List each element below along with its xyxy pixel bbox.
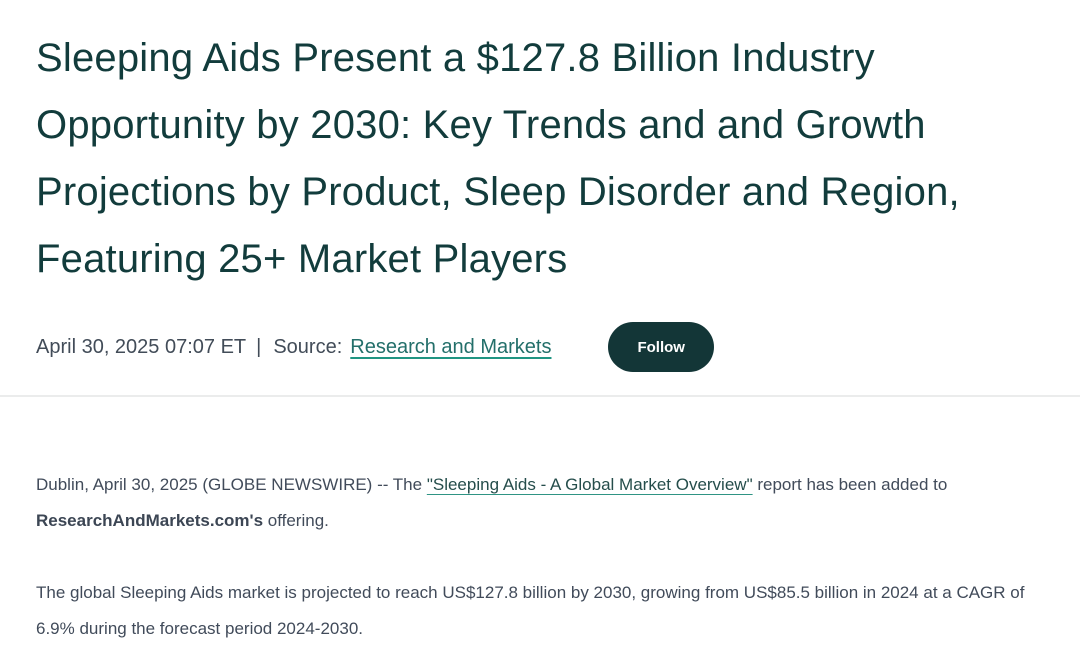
section-divider xyxy=(0,395,1080,397)
headline: Sleeping Aids Present a $127.8 Billion I… xyxy=(36,36,960,281)
paragraph-dateline: Dublin, April 30, 2025 (GLOBE NEWSWIRE) … xyxy=(36,467,1036,539)
source-link[interactable]: Research and Markets xyxy=(350,335,552,358)
follow-button[interactable]: Follow xyxy=(608,322,714,372)
report-link[interactable]: "Sleeping Aids - A Global Market Overvie… xyxy=(426,475,753,494)
paragraph-text: offering. xyxy=(263,511,329,530)
researchandmarkets-name: ResearchAndMarkets.com's xyxy=(36,511,264,530)
meta-row: April 30, 2025 07:07 ET | Source: Resear… xyxy=(36,322,1044,372)
paragraph-text: Dublin, April 30, 2025 (GLOBE NEWSWIRE) … xyxy=(36,475,427,494)
article-body: Dublin, April 30, 2025 (GLOBE NEWSWIRE) … xyxy=(0,467,1080,647)
paragraph-market-projection: The global Sleeping Aids market is proje… xyxy=(36,583,1025,638)
meta-separator: | xyxy=(256,335,262,358)
publish-datetime: April 30, 2025 07:07 ET xyxy=(36,335,247,358)
press-release-header: Sleeping Aids Present a $127.8 Billion I… xyxy=(0,25,1080,372)
paragraph-text: report has been added to xyxy=(752,475,948,494)
source-label: Source: xyxy=(273,335,343,358)
